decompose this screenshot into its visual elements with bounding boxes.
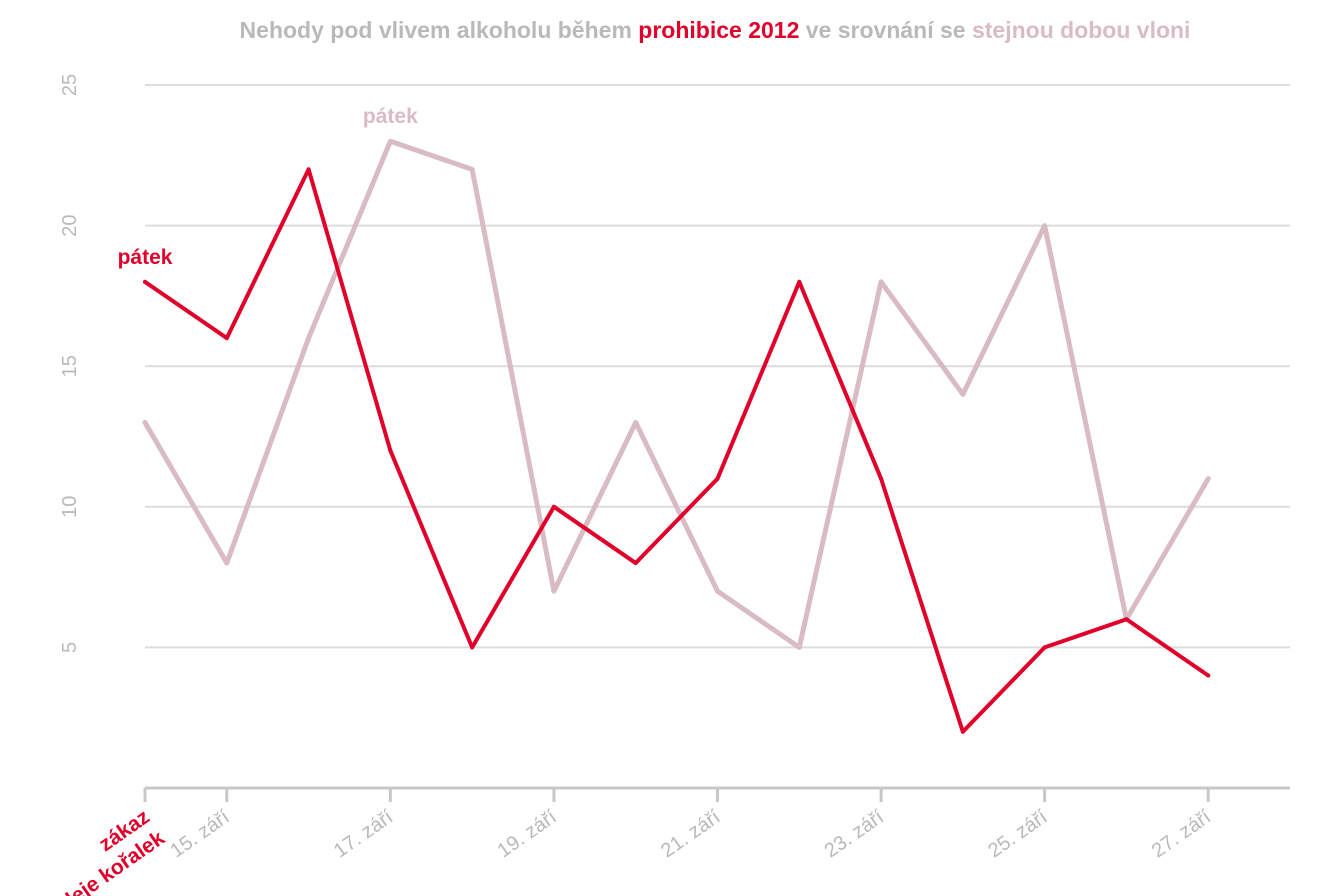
x-tick-label-20: 21. září [657, 806, 725, 863]
point-current-2 [306, 167, 311, 172]
annotations: pátek pátek [118, 105, 419, 269]
point-previous-7 [715, 589, 720, 594]
x-tick-label-14: 15. září [166, 806, 234, 863]
chart-title: Nehody pod vlivem alkoholu během prohibi… [240, 17, 1191, 43]
y-axis-ticks: 5 10 15 20 25 [59, 74, 81, 653]
point-previous-8 [797, 645, 802, 650]
point-previous-6 [633, 420, 638, 425]
point-current-4 [470, 645, 475, 650]
point-previous-2 [306, 336, 311, 341]
point-current-10 [960, 729, 965, 734]
y-tick-label-5: 5 [59, 642, 81, 653]
chart-title-part-0: Nehody pod vlivem alkoholu během [240, 17, 639, 43]
annotation-previous: pátek [363, 105, 418, 128]
point-current-0 [143, 279, 147, 284]
grid-lines [145, 84, 1290, 649]
x-tick-label-24: 25. září [984, 806, 1052, 863]
series-line-previous [142, 138, 1211, 650]
point-previous-3 [388, 139, 393, 144]
point-previous-1 [224, 561, 229, 566]
point-current-6 [633, 561, 638, 566]
chart-title-part-2: ve srovnání se [799, 17, 972, 43]
y-tick-label-25: 25 [59, 74, 81, 96]
y-tick-label-15: 15 [59, 355, 81, 377]
point-current-3 [388, 448, 393, 453]
series-lines [142, 138, 1211, 734]
y-tick-label-20: 20 [59, 214, 81, 236]
x-tick-label-26: 27. září [1148, 806, 1216, 863]
point-current-9 [879, 476, 884, 481]
point-current-11 [1042, 645, 1047, 650]
series-line-current [143, 167, 1211, 734]
start-annotation: zákazprodeje kořalek [14, 805, 170, 896]
point-current-12 [1124, 617, 1129, 622]
point-previous-4 [470, 167, 475, 172]
y-tick-label-10: 10 [59, 496, 81, 518]
point-previous-10 [960, 392, 965, 397]
point-current-1 [224, 336, 229, 341]
x-tick-label-16: 17. září [330, 806, 398, 863]
x-axis: 15. září 17. září 19. září 21. září 23. září… [14, 786, 1290, 896]
point-current-5 [551, 504, 556, 509]
point-current-8 [797, 279, 802, 284]
point-previous-5 [551, 589, 556, 594]
chart-title-part-1: prohibice 2012 [638, 17, 799, 43]
point-current-7 [715, 476, 720, 481]
x-tick-label-22: 23. září [821, 806, 889, 863]
point-previous-9 [879, 279, 884, 284]
point-previous-11 [1042, 223, 1047, 228]
x-tick-label-18: 19. září [494, 806, 562, 863]
point-current-13 [1206, 673, 1211, 678]
chart-title-part-3: stejnou dobou vloni [972, 17, 1190, 43]
annotation-current: pátek [118, 246, 173, 269]
point-previous-13 [1206, 476, 1211, 481]
point-previous-0 [143, 420, 147, 425]
